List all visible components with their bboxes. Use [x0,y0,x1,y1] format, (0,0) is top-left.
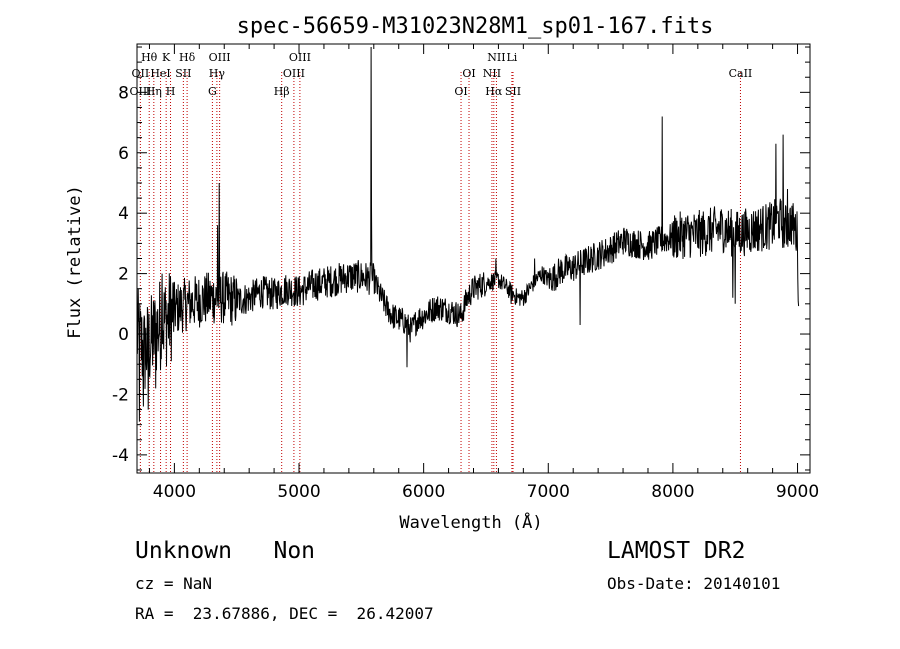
line-label: NII [487,51,505,64]
line-label: OII [132,67,150,80]
line-label: Li [506,51,517,64]
line-label: OI [454,85,467,98]
redshift-text: cz = NaN [135,574,213,593]
y-tick-label: 2 [118,265,129,285]
y-axis-ticks: -4 -2 0 2 4 6 8 [112,46,810,471]
x-tick-label: 5000 [277,482,320,502]
x-tick-label: 9000 [776,482,819,502]
obs-date-text: Obs-Date: 20140101 [607,574,781,593]
line-label: OIII [289,51,311,64]
x-axis-label: Wavelength (Å) [399,511,542,533]
coordinates-text: RA = 23.67886, DEC = 26.42007 [135,604,434,623]
x-tick-label: 4000 [153,482,196,502]
line-label: Hα [485,85,503,98]
y-tick-label: 8 [118,83,129,103]
y-tick-label: -4 [112,446,129,466]
line-label: K [162,51,171,64]
line-label: Hβ [274,85,290,98]
line-label: Hδ [179,51,196,64]
emission-line-markers [139,72,741,473]
spectrum-line [136,46,800,422]
survey-name: LAMOST DR2 [607,538,746,564]
chart-title: spec-56659-M31023N28M1_sp01-167.fits [237,14,714,39]
line-label: OI [462,67,475,80]
line-label: CaII [729,67,753,80]
line-label: SII [505,85,521,98]
emission-line-labels: Hθ OII OIII K HeI Hη Hδ SII H OIII Hγ G OIII OIII Hβ OI… [129,51,752,98]
line-label: SII [175,67,191,80]
y-tick-label: 4 [118,204,129,224]
classification-text: Unknown Non [135,538,316,564]
plot-frame [136,43,811,474]
x-tick-label: 7000 [527,482,570,502]
x-tick-label: 8000 [651,482,694,502]
spectrum-series [136,46,800,422]
y-tick-label: 0 [118,325,129,345]
line-label: NII [483,67,501,80]
x-axis-ticks: 4000 5000 6000 7000 8000 9000 [148,44,819,502]
y-axis-label: Flux (relative) [65,185,85,339]
line-label: OIII [209,51,231,64]
line-label: Hθ [141,51,158,64]
line-label: OIII [129,85,151,98]
line-label: OIII [283,67,305,80]
line-label: HeI [150,67,170,80]
y-tick-label: -2 [112,385,129,405]
y-tick-label: 6 [118,144,129,164]
line-label: Hη [146,85,162,98]
x-tick-label: 6000 [402,482,445,502]
line-label: H [166,85,176,98]
line-label: Hγ [209,67,226,80]
line-label: G [208,85,217,98]
